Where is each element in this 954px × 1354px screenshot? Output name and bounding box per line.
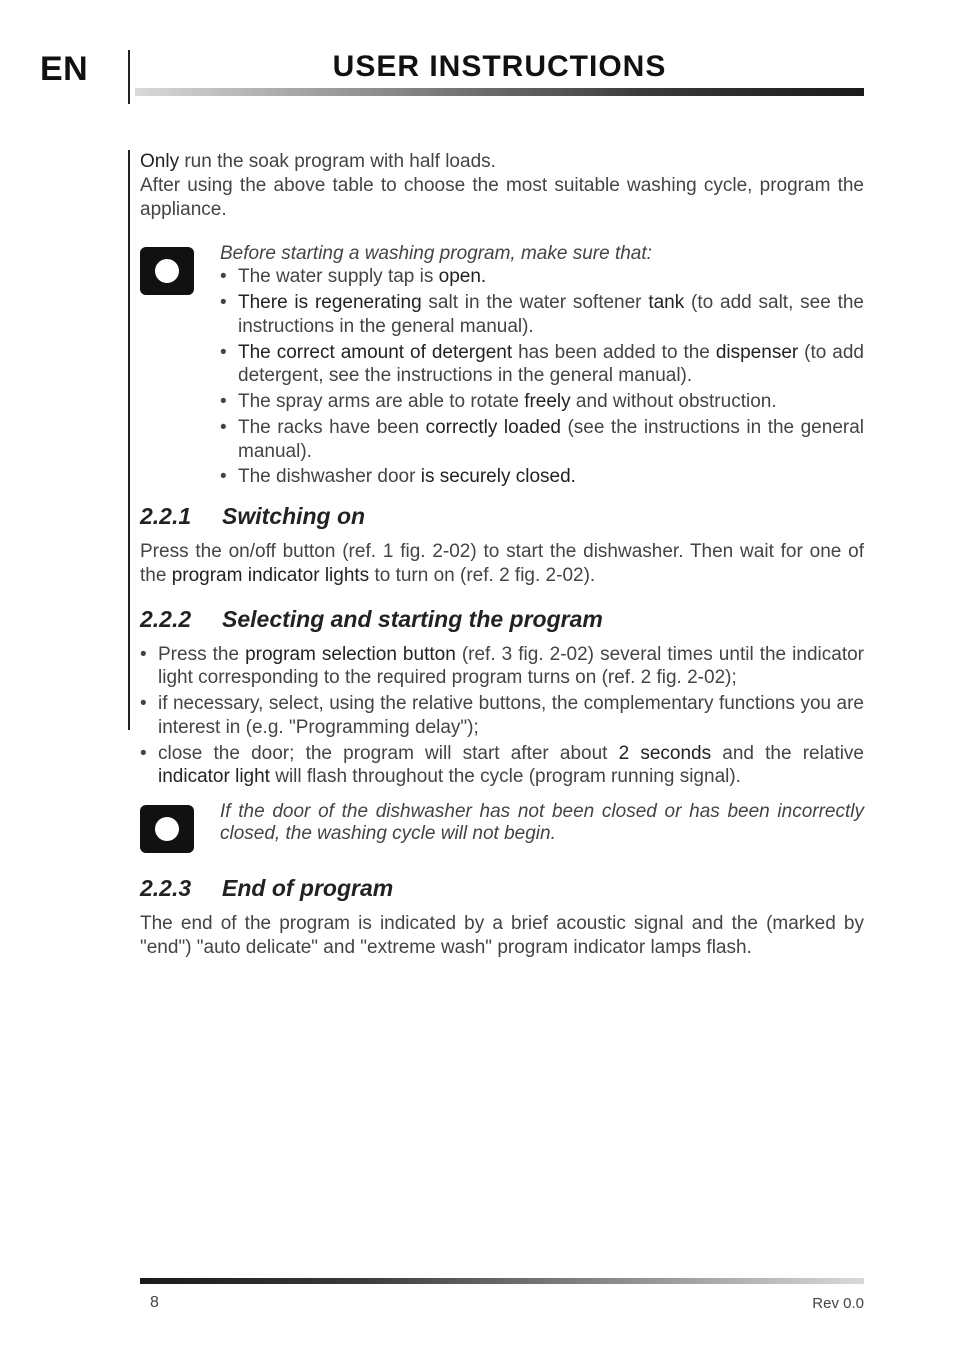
page-number: 8 [150,1294,159,1312]
footer-rule [140,1278,864,1284]
list-item: The spray arms are able to rotate freely… [220,390,864,414]
heading-number: 2.2.2 [140,606,222,633]
list-item: The racks have been correctly loaded (se… [220,416,864,464]
content-area: Only run the soak program with half load… [140,150,864,978]
title-bar: USER INSTRUCTIONS [135,50,864,94]
title-underline [135,88,864,96]
intro-only: Only [140,151,179,172]
section-222-list: Press the program selection button (ref.… [140,643,864,790]
text-fragment: to turn on (ref. 2 fig. 2-02). [369,565,595,586]
list-item: Press the program selection button (ref.… [140,643,864,691]
heading-221: 2.2.1Switching on [140,503,864,530]
heading-222: 2.2.2Selecting and starting the program [140,606,864,633]
list-item: close the door; the program will start a… [140,742,864,790]
list-item: if necessary, select, using the relative… [140,692,864,740]
intro-line1-rest: run the soak program with half loads. [179,151,496,172]
note-door-text: If the door of the dishwasher has not be… [220,801,864,845]
list-item: The dishwasher door is securely closed. [220,465,864,489]
heading-text: Selecting and starting the program [222,606,603,632]
intro-line2: After using the above table to choose th… [140,175,864,220]
page: EN USER INSTRUCTIONS Only run the soak p… [0,0,954,1354]
text-bold: program indicator lights [172,565,369,586]
note-before-starting: Before starting a washing program, make … [140,243,864,489]
note-door-closed: If the door of the dishwasher has not be… [140,801,864,845]
list-item: The water supply tap is open. [220,265,864,289]
info-icon [140,805,194,853]
section-221-body: Press the on/off button (ref. 1 fig. 2-0… [140,540,864,588]
left-margin-rule [128,150,130,730]
heading-number: 2.2.3 [140,875,222,902]
page-header: EN USER INSTRUCTIONS [90,50,864,120]
heading-text: Switching on [222,503,365,529]
section-223-body: The end of the program is indicated by a… [140,912,864,960]
list-item: The correct amount of detergent has been… [220,341,864,389]
heading-number: 2.2.1 [140,503,222,530]
pre-start-checklist: The water supply tap is open. There is r… [220,265,864,489]
heading-text: End of program [222,875,393,901]
language-label: EN [40,50,88,89]
info-icon [140,247,194,295]
heading-223: 2.2.3End of program [140,875,864,902]
page-title: USER INSTRUCTIONS [135,50,864,88]
note-lead-text: Before starting a washing program, make … [220,243,864,265]
intro-paragraph: Only run the soak program with half load… [140,150,864,221]
header-divider [128,50,130,104]
list-item: There is regenerating salt in the water … [220,291,864,339]
revision-label: Rev 0.0 [812,1295,864,1312]
